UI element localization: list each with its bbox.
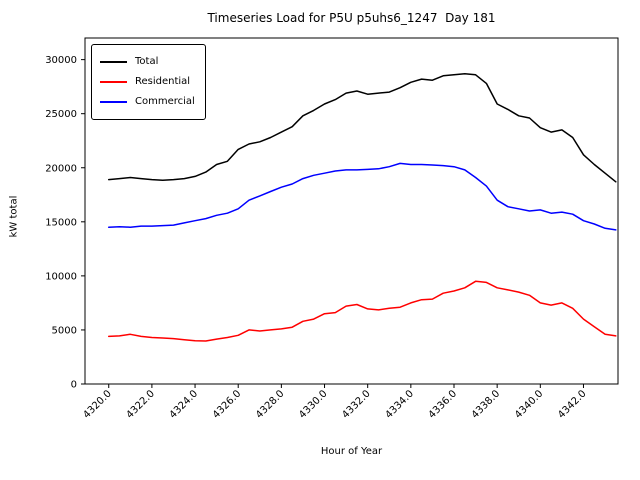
legend-label-total: Total	[135, 56, 159, 67]
x-tick-label: 4320.0	[81, 388, 114, 421]
legend-item-commercial: Commercial	[100, 92, 195, 112]
x-tick-label: 4332.0	[340, 388, 373, 421]
x-axis-label: Hour of Year	[320, 446, 383, 457]
x-tick-label: 4342.0	[556, 388, 589, 421]
series-line-residential	[107, 280, 617, 342]
legend-label-residential: Residential	[135, 76, 191, 87]
chart-title: Timeseries Load for P5U p5uhs6_1247 Day …	[207, 11, 496, 25]
total-line-swatch	[100, 61, 127, 63]
x-tick-label: 4340.0	[513, 388, 546, 421]
x-tick-label: 4322.0	[124, 388, 157, 421]
y-tick-label: 5000	[52, 325, 77, 336]
y-tick-label: 0	[71, 380, 77, 391]
residential-line-swatch	[100, 81, 127, 83]
legend-item-residential: Residential	[100, 72, 195, 92]
commercial-line-swatch	[100, 101, 127, 103]
legend: Total Residential Commercial	[91, 44, 206, 120]
y-tick-label: 25000	[45, 109, 77, 120]
x-tick-label: 4336.0	[427, 388, 460, 421]
axes-frame	[84, 37, 619, 385]
x-tick-label: 4324.0	[168, 388, 201, 421]
y-tick-label: 30000	[45, 55, 77, 66]
y-tick-label: 15000	[45, 217, 77, 228]
x-tick-label: 4328.0	[254, 388, 287, 421]
x-tick-label: 4334.0	[383, 388, 416, 421]
series-line-total	[107, 72, 617, 183]
legend-label-commercial: Commercial	[135, 96, 195, 107]
x-tick-label: 4330.0	[297, 388, 330, 421]
x-tick-label: 4326.0	[211, 388, 244, 421]
y-tick-label: 20000	[45, 163, 77, 174]
series-line-commercial	[107, 162, 617, 231]
y-axis-label: kW total	[8, 195, 20, 238]
y-tick-label: 10000	[45, 271, 77, 282]
x-tick-label: 4338.0	[470, 388, 503, 421]
legend-item-total: Total	[100, 52, 195, 72]
